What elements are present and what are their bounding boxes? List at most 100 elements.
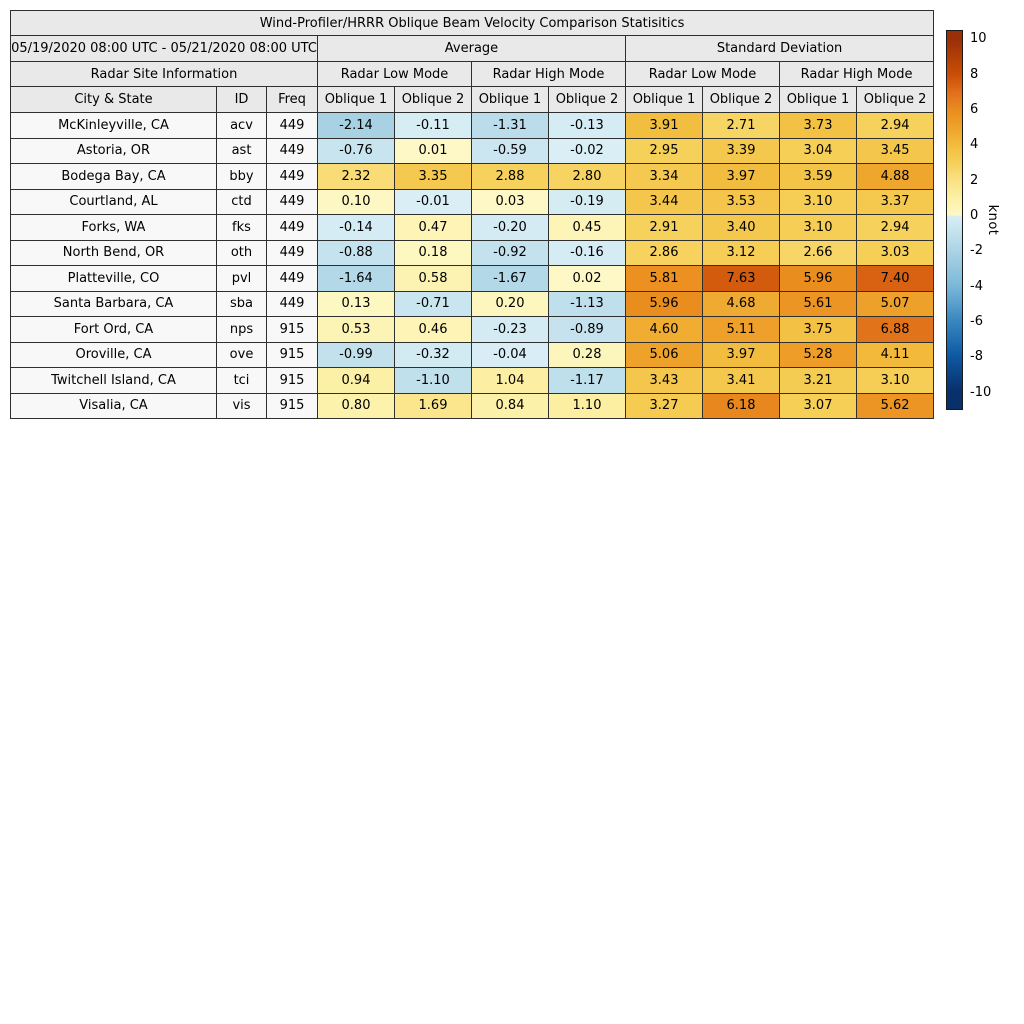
table-row: Courtland, AL ctd 449 0.10 -0.01 0.03 -0.19 3.4… [10,188,935,215]
colorbar-tick-label: -10 [970,384,992,400]
table-row: Fort Ord, CA nps 915 0.53 0.46 -0.23 -0.89 4.60… [10,316,935,343]
value-cell: -0.20 [471,214,549,241]
value-cell: -1.64 [317,265,395,292]
mode-header-avg-low: Radar Low Mode [317,61,472,87]
value-cell: 3.40 [702,214,780,241]
value-cell: 5.11 [702,316,780,343]
value-cell: 0.10 [317,188,395,215]
table-row: Santa Barbara, CA sba 449 0.13 -0.71 0.20 -1.1… [10,290,935,317]
freq-cell: 915 [266,367,318,394]
colorbar-gradient [946,30,963,410]
id-cell: ove [216,341,267,368]
freq-cell: 449 [266,137,318,164]
value-cell: 7.40 [855,265,935,292]
value-cell: 2.32 [317,163,395,190]
value-cell: 0.46 [394,316,472,343]
mode-header-avg-high: Radar High Mode [471,61,626,87]
mode-header-row: Radar Site Information Radar Low Mode Ra… [10,61,935,87]
value-cell: -0.14 [317,214,395,241]
value-cell: 3.37 [855,188,935,215]
value-cell: 3.35 [394,163,472,190]
freq-cell: 449 [266,163,318,190]
freq-cell: 449 [266,112,318,139]
table-row: Twitchell Island, CA tci 915 0.94 -1.10 1.04-… [10,367,935,394]
id-cell: fks [216,214,267,241]
value-cell: 3.44 [625,188,703,215]
value-cell: 3.73 [779,112,857,139]
colorbar: 10 8 6 4 2 0 -2 -4 -6 -8 -10 knot [946,30,1024,410]
value-cell: 6.88 [855,316,935,343]
id-cell: acv [216,112,267,139]
id-cell: tci [216,367,267,394]
value-cell: 3.39 [702,137,780,164]
col-header-oblique: Oblique 2 [855,86,935,113]
site-info-header: Radar Site Information [10,61,318,87]
city-cell: Courtland, AL [10,188,217,215]
mode-header-std-high: Radar High Mode [778,61,935,87]
value-cell: 1.69 [394,392,472,419]
value-cell: 3.43 [625,367,703,394]
value-cell: -2.14 [317,112,395,139]
city-cell: Platteville, CO [10,265,217,292]
value-cell: -0.59 [471,137,549,164]
value-cell: -0.76 [317,137,395,164]
value-cell: 0.58 [394,265,472,292]
title-row: Wind-Profiler/HRRR Oblique Beam Velocity… [9,10,935,36]
value-cell: 5.28 [779,341,857,368]
col-header-oblique: Oblique 2 [548,86,626,113]
table-row: North Bend, OR oth 449 -0.88 0.18 -0.92 -0.16 2… [10,239,935,266]
value-cell: -1.10 [394,367,472,394]
table-row: McKinleyville, CA acv 449 -2.14 -0.11 -1.31 -0… [10,112,935,139]
freq-cell: 915 [266,341,318,368]
colorbar-tick-label: -2 [970,243,983,259]
freq-cell: 449 [266,188,318,215]
col-header-oblique: Oblique 2 [702,86,780,113]
value-cell: 6.18 [702,392,780,419]
value-cell: 0.03 [471,188,549,215]
freq-cell: 915 [266,316,318,343]
col-header-city: City & State [10,86,217,113]
city-cell: Astoria, OR [10,137,217,164]
value-cell: 3.27 [625,392,703,419]
value-cell: 7.63 [702,265,780,292]
value-cell: -1.17 [548,367,626,394]
id-cell: vis [216,392,267,419]
freq-cell: 449 [266,265,318,292]
col-header-id: ID [216,86,267,113]
value-cell: 0.01 [394,137,472,164]
mode-header-std-low: Radar Low Mode [625,61,780,87]
value-cell: -0.16 [548,239,626,266]
freq-cell: 915 [266,392,318,419]
city-cell: Forks, WA [10,214,217,241]
id-cell: nps [216,316,267,343]
value-cell: 0.13 [317,290,395,317]
id-cell: bby [216,163,267,190]
value-cell: 2.86 [625,239,703,266]
col-header-oblique: Oblique 1 [625,86,703,113]
freq-cell: 449 [266,290,318,317]
value-cell: 4.88 [855,163,935,190]
value-cell: 0.18 [394,239,472,266]
value-cell: 3.10 [779,188,857,215]
col-header-freq: Freq [266,86,318,113]
value-cell: 3.53 [702,188,780,215]
value-cell: 3.59 [779,163,857,190]
value-cell: 5.81 [625,265,703,292]
value-cell: 3.97 [702,163,780,190]
value-cell: -0.01 [394,188,472,215]
value-cell: 2.66 [779,239,857,266]
colorbar-tick-label: 8 [970,66,979,82]
colorbar-tick-label: 6 [970,102,979,118]
col-header-oblique: Oblique 1 [779,86,857,113]
value-cell: 3.75 [779,316,857,343]
value-cell: 5.96 [625,290,703,317]
colorbar-tick-label: -4 [970,278,983,294]
value-cell: 2.94 [855,112,935,139]
value-cell: 3.03 [855,239,935,266]
value-cell: -0.71 [394,290,472,317]
value-cell: 5.62 [855,392,935,419]
value-cell: -0.92 [471,239,549,266]
colorbar-tick-label: -8 [970,349,983,365]
id-cell: pvl [216,265,267,292]
value-cell: 5.61 [779,290,857,317]
